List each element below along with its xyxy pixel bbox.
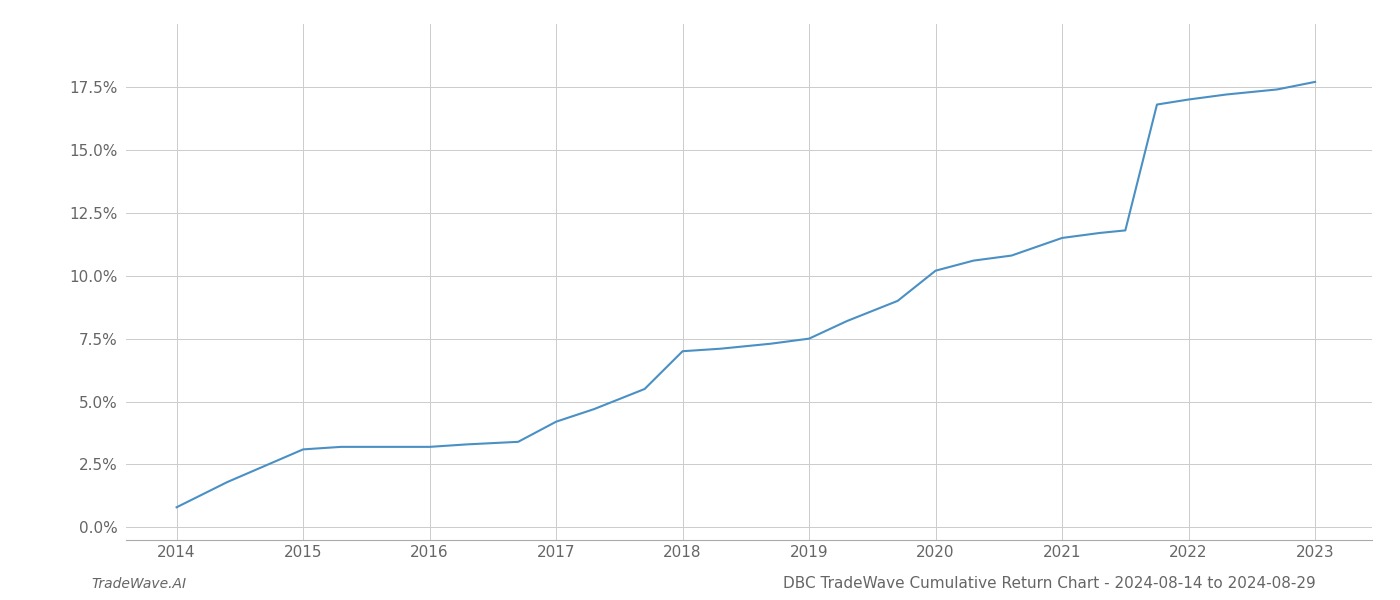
Text: DBC TradeWave Cumulative Return Chart - 2024-08-14 to 2024-08-29: DBC TradeWave Cumulative Return Chart - … <box>783 576 1316 591</box>
Text: TradeWave.AI: TradeWave.AI <box>91 577 186 591</box>
